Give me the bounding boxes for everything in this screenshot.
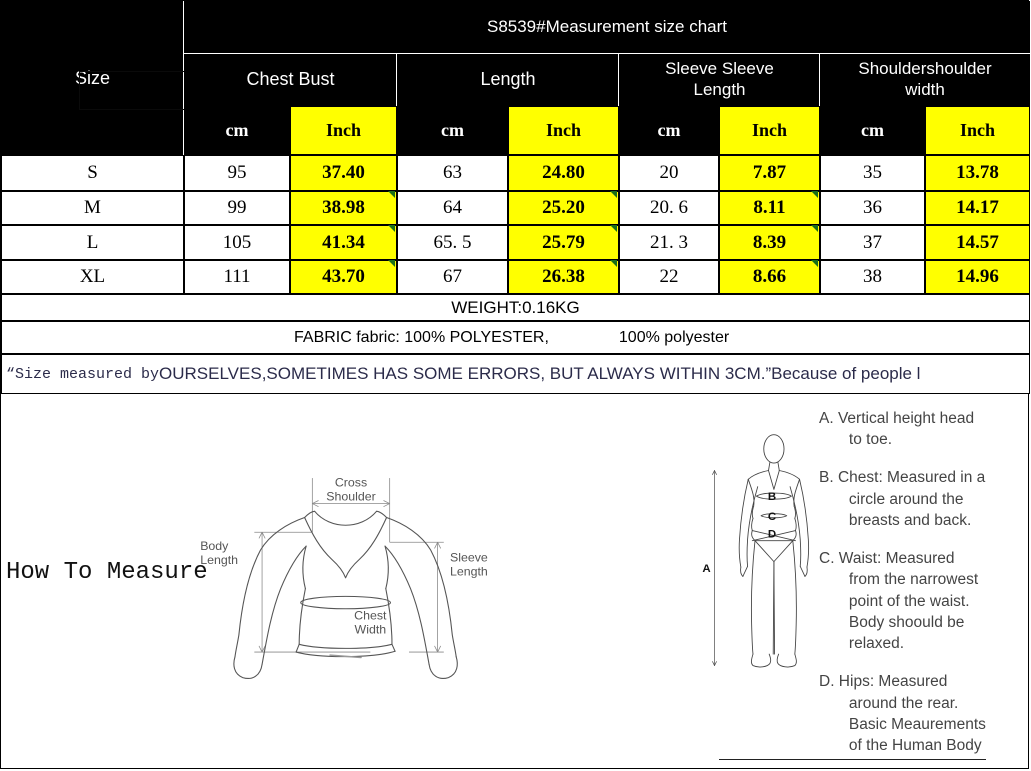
svg-text:Length: Length — [450, 565, 488, 579]
svg-text:Width: Width — [355, 623, 387, 637]
svg-text:Body: Body — [200, 539, 229, 553]
svg-text:Sleeve: Sleeve — [450, 551, 488, 565]
svg-text:Shoulder: Shoulder — [326, 489, 375, 503]
svg-text:B: B — [768, 491, 776, 503]
svg-text:C: C — [768, 511, 776, 523]
svg-text:Chest: Chest — [354, 609, 387, 623]
svg-text:Length: Length — [200, 553, 238, 567]
svg-text:D: D — [768, 528, 776, 540]
svg-text:A: A — [702, 563, 710, 575]
svg-text:Cross: Cross — [335, 476, 367, 490]
